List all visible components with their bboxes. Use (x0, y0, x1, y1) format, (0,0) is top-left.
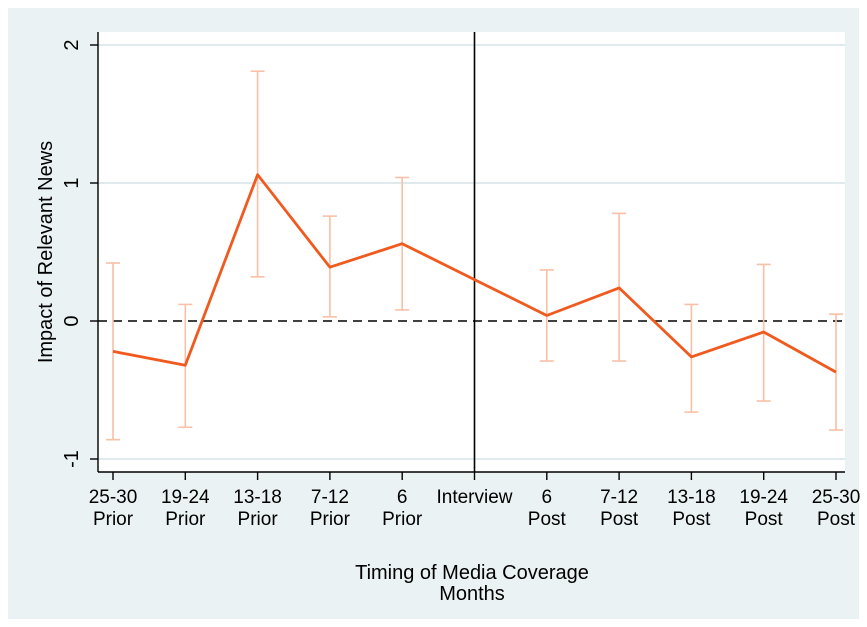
x-tick-label: 13-18 (233, 487, 282, 508)
x-tick-label: Interview (436, 487, 512, 508)
x-tick-label-line2: Prior (310, 509, 351, 530)
x-tick-label: 13-18 (667, 487, 716, 508)
x-tick-label-line2: Prior (238, 509, 279, 530)
x-tick-label-line2: Post (528, 509, 567, 530)
x-tick-label: 25-30 (89, 487, 138, 508)
y-axis-title: Impact of Relevant News (35, 141, 57, 363)
x-tick-label-line2: Prior (93, 509, 134, 530)
y-tick-label: -1 (61, 450, 83, 468)
y-tick-label: 2 (61, 39, 83, 50)
axes: -101225-30Prior19-24Prior13-18Prior7-12P… (61, 32, 860, 530)
x-tick-label: 6 (397, 487, 408, 508)
x-tick-label: 19-24 (161, 487, 210, 508)
y-tick-label: 0 (61, 315, 83, 326)
x-tick-label-line2: Post (600, 509, 639, 530)
x-tick-label: 25-30 (812, 487, 861, 508)
reference-lines (98, 32, 845, 472)
x-tick-label: 7-12 (600, 487, 638, 508)
x-tick-label: 6 (542, 487, 553, 508)
x-tick-label-line2: Post (672, 509, 711, 530)
plot-area (98, 32, 845, 472)
series-line-layer (112, 173, 837, 374)
x-axis-title: Timing of Media Coverage (355, 562, 589, 584)
x-tick-label-line2: Post (745, 509, 784, 530)
x-tick-label-line2: Prior (165, 509, 206, 530)
x-tick-label-line2: Post (817, 509, 856, 530)
x-axis-subtitle: Months (439, 583, 505, 605)
x-tick-label: 19-24 (739, 487, 788, 508)
y-tick-label: 1 (61, 177, 83, 188)
grid-layer (98, 32, 845, 472)
x-tick-label: 7-12 (311, 487, 349, 508)
x-tick-label-line2: Prior (382, 509, 423, 530)
